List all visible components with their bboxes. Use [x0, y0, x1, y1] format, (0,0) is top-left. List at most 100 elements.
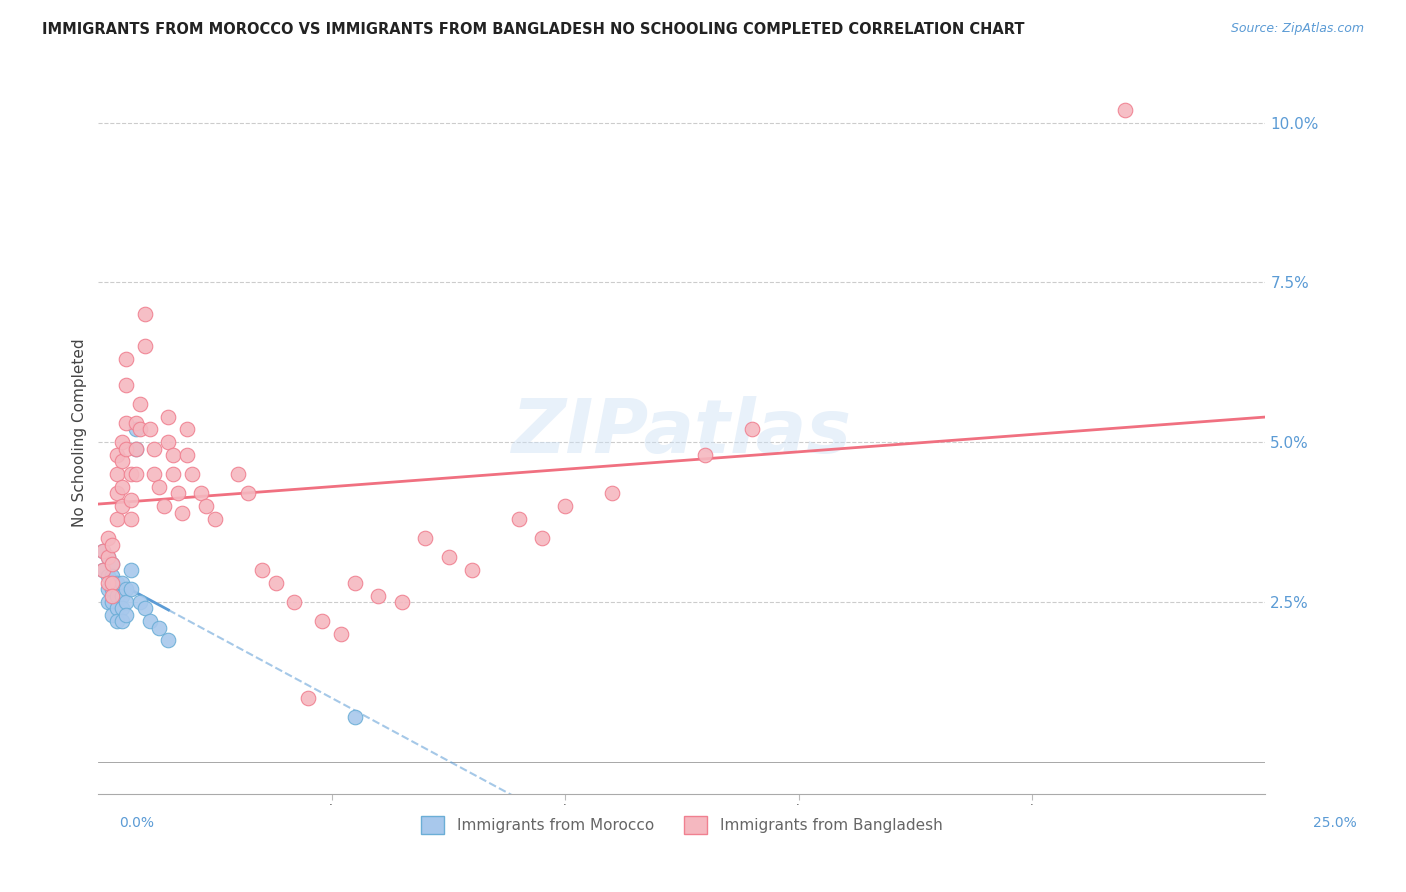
Point: [283, 595, 305, 609]
Point: [91, 563, 114, 577]
Point: [115, 442, 138, 456]
Text: ZIPatlas: ZIPatlas: [512, 396, 852, 469]
Point: [111, 499, 134, 513]
Point: [143, 442, 166, 456]
Point: [115, 595, 138, 609]
Text: 25.0%: 25.0%: [1313, 816, 1357, 830]
Point: [148, 621, 170, 635]
Point: [111, 589, 134, 603]
Point: [134, 601, 156, 615]
Point: [391, 595, 413, 609]
Point: [105, 575, 128, 590]
Point: [91, 563, 114, 577]
Point: [194, 499, 217, 513]
Point: [111, 601, 134, 615]
Point: [129, 595, 152, 609]
Point: [129, 397, 152, 411]
Point: [125, 442, 148, 456]
Point: [105, 448, 128, 462]
Point: [344, 575, 367, 590]
Point: [120, 582, 142, 597]
Point: [264, 575, 287, 590]
Point: [101, 607, 124, 622]
Point: [125, 422, 148, 436]
Point: [91, 544, 114, 558]
Point: [125, 442, 148, 456]
Point: [101, 537, 124, 551]
Point: [437, 550, 460, 565]
Point: [228, 467, 250, 482]
Point: [600, 486, 623, 500]
Text: IMMIGRANTS FROM MOROCCO VS IMMIGRANTS FROM BANGLADESH NO SCHOOLING COMPLETED COR: IMMIGRANTS FROM MOROCCO VS IMMIGRANTS FR…: [42, 22, 1025, 37]
Point: [97, 569, 120, 583]
Point: [148, 480, 170, 494]
Point: [236, 486, 259, 500]
Point: [111, 480, 134, 494]
Point: [97, 582, 120, 597]
Point: [139, 422, 162, 436]
Point: [101, 582, 124, 597]
Point: [134, 339, 156, 353]
Point: [111, 575, 134, 590]
Text: 0.0%: 0.0%: [120, 816, 155, 830]
Point: [554, 499, 576, 513]
Point: [695, 448, 717, 462]
Point: [250, 563, 273, 577]
Point: [129, 422, 152, 436]
Point: [413, 531, 436, 545]
Point: [115, 352, 138, 367]
Point: [111, 614, 134, 628]
Point: [101, 557, 124, 571]
Point: [344, 710, 367, 724]
Point: [105, 614, 128, 628]
Point: [330, 627, 353, 641]
Point: [367, 589, 389, 603]
Point: [120, 512, 142, 526]
Point: [461, 563, 484, 577]
Point: [120, 492, 142, 507]
Point: [105, 486, 128, 500]
Point: [508, 512, 530, 526]
Point: [115, 416, 138, 430]
Point: [162, 448, 184, 462]
Point: [152, 499, 174, 513]
Point: [297, 690, 319, 705]
Point: [115, 607, 138, 622]
Point: [143, 467, 166, 482]
Point: [105, 589, 128, 603]
Point: [97, 595, 120, 609]
Point: [105, 601, 128, 615]
Point: [115, 582, 138, 597]
Legend: Immigrants from Morocco, Immigrants from Bangladesh: Immigrants from Morocco, Immigrants from…: [415, 810, 949, 840]
Y-axis label: No Schooling Completed: No Schooling Completed: [72, 338, 87, 527]
Point: [741, 422, 763, 436]
Point: [157, 409, 180, 424]
Point: [101, 569, 124, 583]
Point: [115, 377, 138, 392]
Point: [1114, 103, 1136, 117]
Point: [97, 575, 120, 590]
Point: [125, 467, 148, 482]
Point: [176, 448, 198, 462]
Point: [190, 486, 212, 500]
Point: [172, 506, 194, 520]
Point: [105, 512, 128, 526]
Point: [101, 595, 124, 609]
Point: [105, 467, 128, 482]
Point: [176, 422, 198, 436]
Point: [180, 467, 202, 482]
Point: [139, 614, 162, 628]
Point: [157, 435, 180, 450]
Point: [97, 550, 120, 565]
Point: [125, 416, 148, 430]
Point: [111, 435, 134, 450]
Point: [120, 563, 142, 577]
Point: [120, 467, 142, 482]
Point: [97, 550, 120, 565]
Point: [101, 589, 124, 603]
Point: [101, 557, 124, 571]
Point: [530, 531, 553, 545]
Point: [157, 633, 180, 648]
Point: [204, 512, 226, 526]
Text: Source: ZipAtlas.com: Source: ZipAtlas.com: [1230, 22, 1364, 36]
